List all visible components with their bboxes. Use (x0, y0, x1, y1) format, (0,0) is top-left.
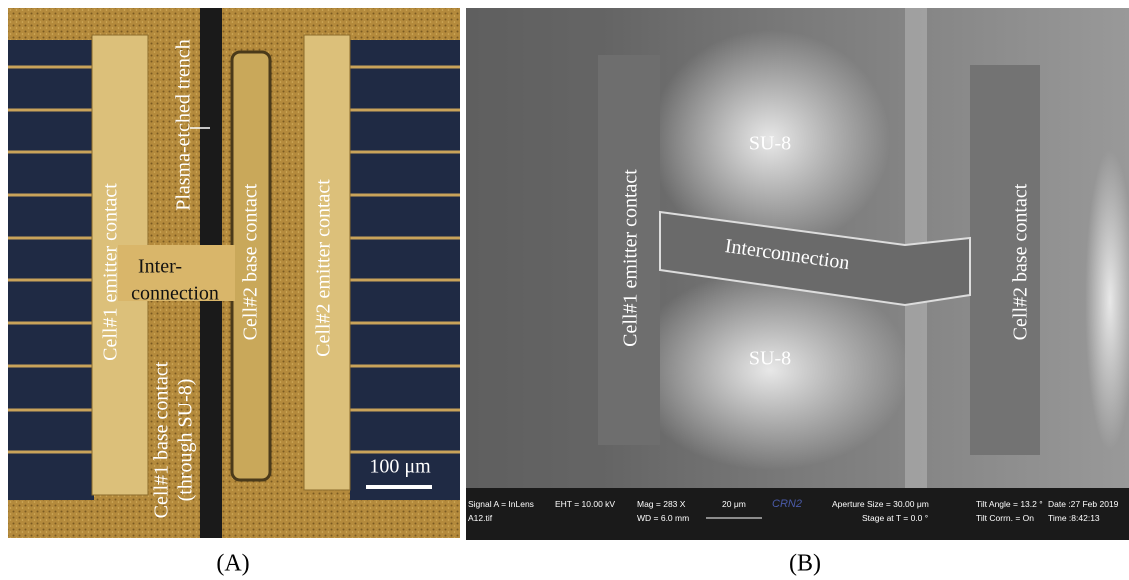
info-text: Time :8:42:13 (1048, 513, 1100, 523)
caption: (B) (789, 551, 821, 577)
interconnection-label: connection (131, 283, 219, 305)
panel-b: SU-8 SU-8 Cell#1 emitter contact Interco… (466, 8, 1129, 540)
su8-label: SU-8 (749, 348, 791, 370)
figure: Plasma-etched trench Cell#1 emitter cont… (0, 0, 1129, 580)
cell1-emitter-label: Cell#1 emitter contact (100, 183, 122, 361)
info-text: WD = 6.0 mm (637, 513, 689, 523)
info-text: Aperture Size = 30.00 μm (832, 499, 929, 509)
info-text: Mag = 283 X (637, 499, 686, 509)
panel-a: Plasma-etched trench Cell#1 emitter cont… (8, 8, 460, 538)
caption: (A) (216, 551, 249, 577)
info-text: Signal A = InLens (468, 499, 534, 509)
cell2-base-label: Cell#2 base contact (240, 183, 262, 340)
info-text: EHT = 10.00 kV (555, 499, 615, 509)
cell2-base-label: Cell#2 base contact (1010, 183, 1032, 340)
cell2-emitter-label: Cell#2 emitter contact (313, 179, 335, 357)
cell1-emitter-label: Cell#1 emitter contact (620, 169, 642, 347)
info-text: Tilt Angle = 13.2 ° (976, 499, 1043, 509)
interconnection-label: Inter- (138, 256, 182, 278)
info-text: Tilt Corrn. = On (976, 513, 1034, 523)
cell1-base-label: (through SU-8) (175, 379, 197, 502)
info-text: 20 μm (722, 499, 746, 509)
info-text: Stage at T = 0.0 ° (862, 513, 928, 523)
logo: CRN2 (772, 498, 802, 510)
info-text: A12.tif (468, 513, 493, 523)
scale-label: 100 μm (369, 456, 431, 478)
su8-label: SU-8 (749, 133, 791, 155)
cell1-base-label: Cell#1 base contact (151, 361, 173, 518)
trench-label: Plasma-etched trench (173, 39, 195, 211)
info-text: Date :27 Feb 2019 (1048, 499, 1119, 509)
